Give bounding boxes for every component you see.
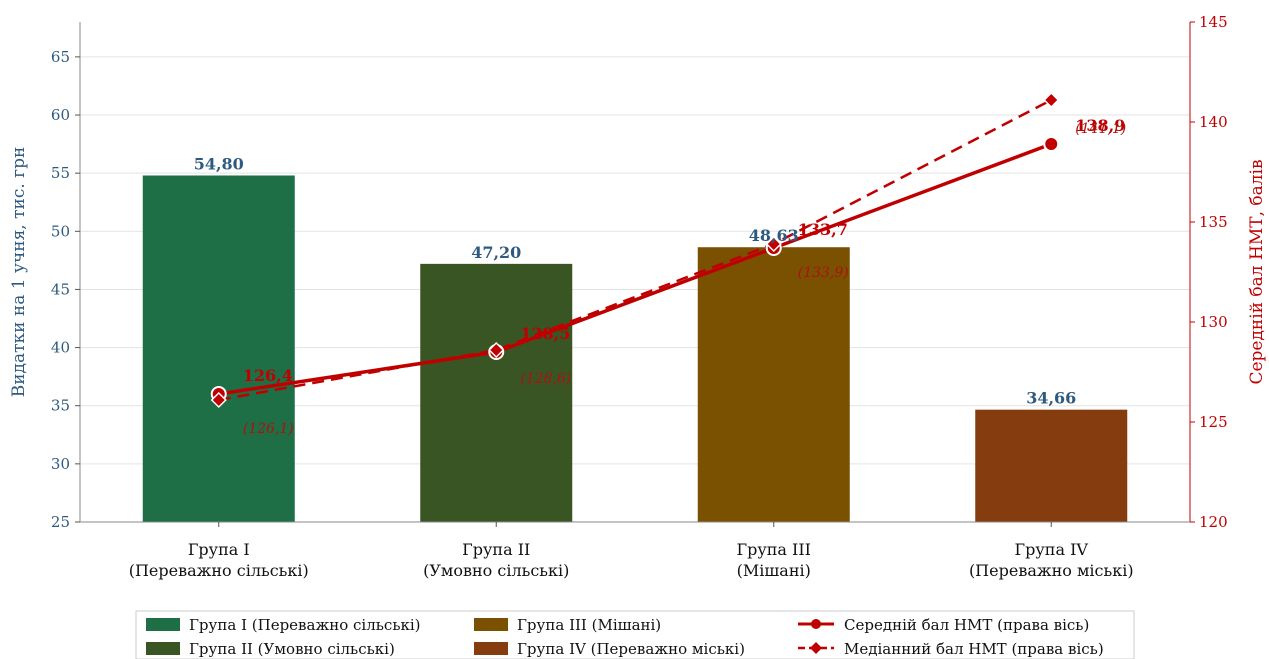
y-axis-title-right: Середній бал НМТ, балів: [1247, 159, 1267, 384]
legend-swatch-group-1: [146, 618, 180, 631]
median-value-label: (128,6): [520, 371, 571, 387]
x-tick-label: Група IV (Переважно міські): [969, 540, 1134, 580]
x-tick-label-line: (Мішані): [737, 561, 811, 580]
mean-value-label: 128,5: [520, 324, 570, 343]
right-tick-label: 140: [1199, 113, 1228, 131]
right-tick-label: 120: [1199, 513, 1228, 531]
median-value-label: (133,9): [798, 265, 849, 281]
legend-label-mean: Середній бал НМТ (права вісь): [844, 616, 1089, 634]
bars: [142, 175, 1128, 523]
legend-marker-mean: [811, 619, 821, 629]
right-tick-label: 125: [1199, 413, 1228, 431]
left-tick-label: 35: [51, 397, 70, 415]
x-tick-label-line: Група III: [737, 540, 812, 559]
median-value-label: (126,1): [243, 421, 294, 437]
mean-point: [1043, 136, 1060, 152]
bar-group-4: [975, 409, 1128, 522]
mean-series-line: [218, 142, 1052, 396]
data-labels: 54,80 47,20 48,63 34,66 126,4 128,5 133,7 138,9…: [194, 116, 1127, 437]
median-point: [1043, 91, 1060, 109]
x-tick-label: Група I (Переважно сільські): [129, 540, 309, 580]
legend-frame: [135, 610, 1135, 659]
axes: 25 30 35 40 45 50 55 60 65 120 125 130 135 140 145 Груп…: [51, 13, 1228, 580]
x-tick-label-line: Група IV: [1015, 540, 1089, 559]
x-tick-label: Група II (Умовно сільські): [423, 540, 569, 580]
legend-swatch-group-3: [474, 618, 508, 631]
legend: Група I (Переважно сільські) Група II (У…: [135, 610, 1135, 659]
left-tick-label: 30: [51, 455, 70, 473]
bar-value-label: 47,20: [471, 243, 521, 262]
x-tick-label-line: (Переважно міські): [969, 561, 1134, 580]
legend-label-group-3: Група III (Мішані): [517, 616, 661, 634]
right-tick-label: 145: [1199, 13, 1228, 31]
legend-label-group-2: Група II (Умовно сільські): [189, 640, 395, 658]
legend-swatch-group-4: [474, 642, 508, 655]
bar-group-2: [420, 263, 573, 522]
legend-label-group-4: Група IV (Переважно міські): [517, 640, 745, 658]
bar-group-3: [697, 247, 850, 523]
median-point: [765, 235, 782, 253]
legend-swatch-group-2: [146, 642, 180, 655]
median-point: [210, 391, 227, 409]
mean-value-label: 138,9: [1075, 116, 1125, 135]
left-tick-label: 65: [51, 48, 70, 66]
right-tick-label: 130: [1199, 313, 1228, 331]
left-tick-label: 50: [51, 222, 70, 240]
legend-label-median: Медіанний бал НМТ (права вісь): [844, 640, 1104, 658]
left-tick-label: 60: [51, 106, 70, 124]
bar-value-label: 54,80: [194, 154, 244, 173]
left-tick-label: 45: [51, 280, 70, 298]
median-value-label: (141,1): [1075, 121, 1126, 137]
x-tick-label-line: Група II: [462, 540, 530, 559]
left-tick-label: 55: [51, 164, 70, 182]
x-tick-label-line: (Умовно сільські): [423, 561, 569, 580]
mean-value-label: 126,4: [243, 366, 293, 385]
mean-value-label: 133,7: [798, 220, 848, 239]
legend-label-group-1: Група I (Переважно сільські): [189, 616, 421, 634]
left-tick-label: 40: [51, 339, 70, 357]
right-tick-label: 135: [1199, 213, 1228, 231]
left-tick-label: 25: [51, 513, 70, 531]
y-axis-title-left: Видатки на 1 учня, тис. грн: [9, 147, 29, 398]
x-tick-label-line: Група I: [188, 540, 250, 559]
median-series-line: [218, 98, 1052, 402]
median-point: [488, 341, 505, 359]
legend-marker-median: [810, 642, 822, 654]
bar-value-label: 34,66: [1026, 389, 1076, 408]
lines: [210, 91, 1060, 409]
x-tick-label: Група III (Мішані): [737, 540, 812, 580]
bar-value-label: 48,63: [749, 226, 799, 245]
x-tick-label-line: (Переважно сільські): [129, 561, 309, 580]
bar-group-1: [142, 175, 295, 522]
